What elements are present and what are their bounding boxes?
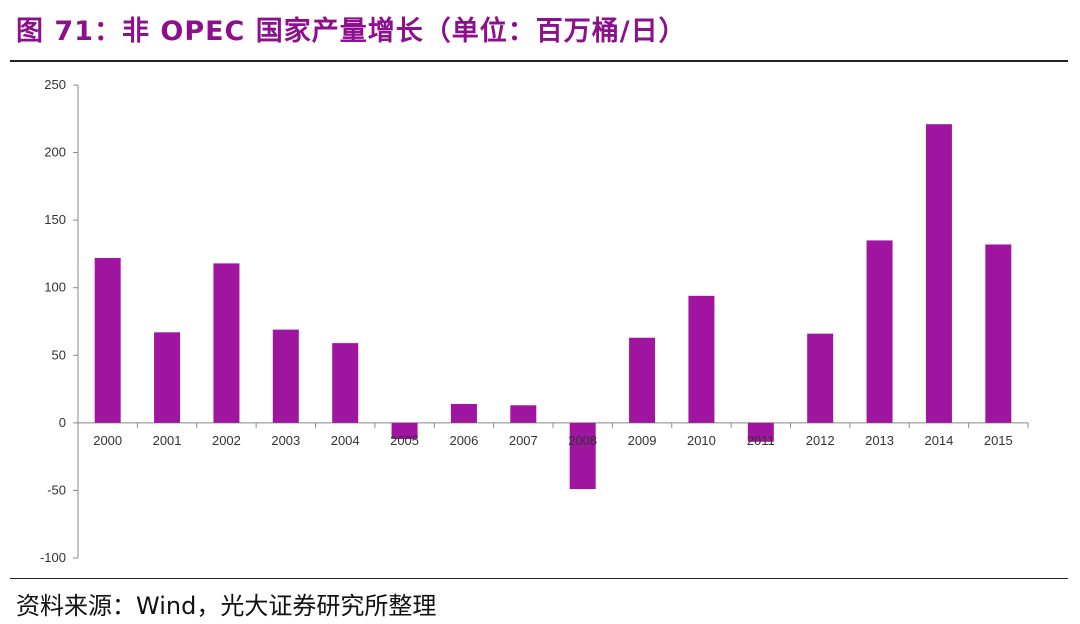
y-tick-labels: -100 -50 0 50 100 150 200 250	[40, 77, 66, 565]
bar-2005	[391, 422, 418, 440]
y-tick-label: 0	[59, 415, 66, 430]
y-tick-label: 200	[44, 145, 66, 160]
bar-2006	[450, 403, 477, 423]
x-tick-labels: 2000 2001 2002 2003 2004 2005 2006 2007 2008 2009…	[93, 433, 1013, 448]
bar-2014	[925, 124, 952, 423]
bar-2015	[985, 244, 1012, 423]
x-tick-label: 2005	[390, 433, 419, 448]
x-tick-label: 2007	[509, 433, 538, 448]
title-divider	[10, 60, 1068, 62]
x-tick-label: 2014	[924, 433, 953, 448]
x-tick-label: 2002	[212, 433, 241, 448]
source-note: 资料来源：Wind，光大证券研究所整理	[16, 592, 437, 620]
x-tick-label: 2006	[449, 433, 478, 448]
x-tick-label: 2011	[747, 433, 775, 448]
x-tick-label: 2013	[865, 433, 894, 448]
chart-title: 图 71：非 OPEC 国家产量增长（单位：百万桶/日）	[16, 16, 687, 47]
bar-2013	[866, 240, 893, 423]
bar-2003	[272, 329, 299, 423]
bar-2007	[510, 405, 537, 423]
y-tick-label: -100	[40, 550, 66, 565]
y-tick-label: 50	[52, 347, 66, 362]
x-tick-label: 2010	[687, 433, 716, 448]
bar-2000	[94, 257, 121, 423]
y-tick-label: 150	[44, 212, 66, 227]
x-tick-label: 2003	[271, 433, 300, 448]
bar-2011	[747, 422, 774, 442]
bar-chart: 2000 2001 2002 2003 2004 2005 2006 2007 2008 2009…	[40, 77, 1029, 565]
y-tick-label: 250	[44, 77, 66, 92]
source-divider	[10, 578, 1068, 579]
x-tick-label: 2000	[93, 433, 122, 448]
bar-2012	[807, 333, 834, 423]
x-tick-label: 2004	[331, 433, 360, 448]
bar-2008	[569, 422, 596, 490]
bar-2010	[688, 295, 715, 423]
x-tick-label: 2009	[628, 433, 657, 448]
x-tick-label: 2012	[806, 433, 835, 448]
y-tick-label: 100	[44, 280, 66, 295]
bar-2004	[332, 343, 359, 423]
bar-2001	[154, 332, 181, 423]
bar-2002	[213, 263, 240, 423]
bars	[94, 124, 1012, 490]
bar-2009	[629, 337, 656, 423]
x-tick-label: 2015	[984, 433, 1013, 448]
y-tick-label: -50	[47, 482, 66, 497]
x-tick-label: 2008	[568, 433, 597, 448]
x-tick-label: 2001	[153, 433, 182, 448]
